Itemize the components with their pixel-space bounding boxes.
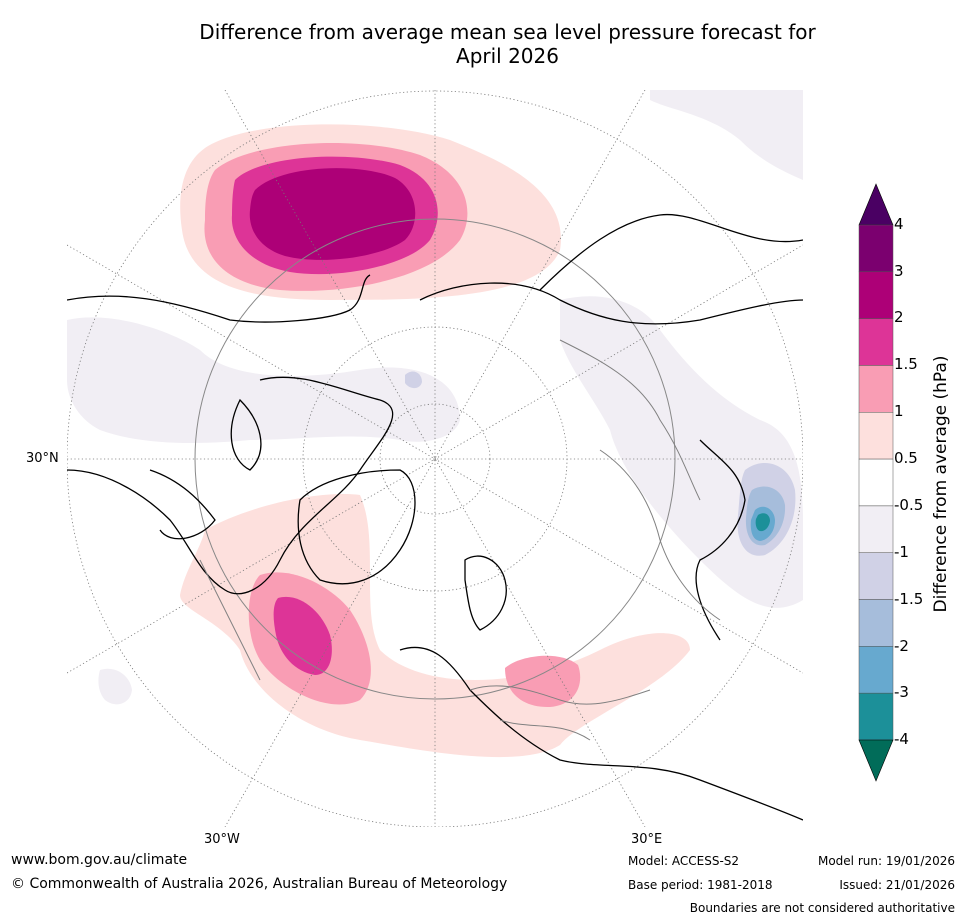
anomaly-negative-japan-3: [755, 513, 770, 532]
latitude-30n-circle: [194, 218, 676, 700]
colorbar-label: 1: [894, 402, 904, 420]
anomaly-shading: [67, 90, 803, 758]
colorbar-box: [858, 271, 894, 319]
title-line-1: Difference from average mean sea level p…: [199, 20, 816, 44]
colorbar-box: [858, 412, 894, 460]
title-line-2: April 2026: [456, 44, 559, 68]
colorbar-label: -0.5: [894, 496, 924, 514]
coast-alaska: [149, 469, 216, 540]
footer-model-run: Model run: 19/01/2026: [817, 854, 955, 868]
coast-east-asia: [695, 439, 746, 641]
footer-model: Model: ACCESS-S2: [628, 854, 740, 868]
anomaly-positive-europe: [505, 655, 581, 708]
colorbar-box: [858, 365, 894, 413]
coast-north-america: [67, 274, 371, 323]
graticule: [67, 90, 803, 827]
colorbar-label: -1.5: [894, 590, 924, 608]
border-europe-2: [499, 719, 591, 741]
lat-label-30n: 30°N: [26, 451, 59, 466]
colorbar-box: [858, 505, 894, 553]
colorbar-label: 4: [894, 215, 904, 233]
coast-greenland: [297, 469, 416, 585]
colorbar-title: Difference from average (hPa): [931, 355, 951, 613]
footer-website: www.bom.gov.au/climate: [11, 852, 188, 868]
anomaly-negative-canada: [67, 317, 460, 443]
border-asia-2: [599, 449, 721, 621]
colorbar-box: [858, 552, 894, 600]
lon-label-30e: 30°E: [631, 832, 663, 847]
colorbar-label: 3: [894, 262, 904, 280]
anomaly-positive-atlantic-2: [273, 596, 332, 675]
anomaly-positive-north-pacific-3: [249, 168, 416, 260]
colorbar: [858, 183, 894, 782]
colorbar-label: 1.5: [894, 355, 918, 373]
footer-base-period: Base period: 1981-2018: [628, 878, 773, 892]
chart-title: Difference from average mean sea level p…: [0, 20, 965, 68]
anomaly-negative-pacific-top: [650, 90, 803, 180]
footer-boundaries: Boundaries are not considered authoritat…: [689, 901, 955, 915]
colorbar-box: [858, 458, 894, 507]
colorbar-label: -1: [894, 543, 909, 561]
colorbar-box: [858, 646, 894, 694]
colorbar-boxes: [858, 224, 894, 741]
colorbar-label: 2: [894, 308, 904, 326]
colorbar-top-arrow: [858, 183, 894, 226]
colorbar-label: -2: [894, 637, 909, 655]
border-asia-1: [559, 339, 701, 501]
colorbar-box: [858, 224, 894, 273]
coast-russia-arctic: [419, 282, 803, 325]
coast-europe: [399, 646, 803, 821]
colorbar-box: [858, 692, 894, 741]
border-europe-1: [469, 685, 651, 705]
colorbar-box: [858, 599, 894, 647]
coast-hudson: [230, 398, 262, 471]
coast-scandinavia: [464, 555, 507, 631]
colorbar-label: 0.5: [894, 449, 918, 467]
anomaly-negative-aleutian: [98, 668, 132, 705]
lon-label-30w: 30°W: [204, 832, 240, 847]
anomaly-negative-arctic: [405, 371, 422, 389]
border-north-america: [199, 559, 261, 681]
footer-copyright: © Commonwealth of Australia 2026, Austra…: [11, 876, 508, 892]
anomaly-negative-asia: [560, 296, 803, 608]
coast-canada-arctic: [67, 376, 394, 595]
footer-issued: Issued: 21/01/2026: [839, 878, 955, 892]
colorbar-bottom-arrow: [858, 739, 894, 782]
colorbar-label: -3: [894, 683, 909, 701]
coastlines: [67, 213, 803, 821]
country-borders: [199, 339, 721, 741]
coast-siberia: [539, 213, 803, 291]
colorbar-label: -4: [894, 730, 909, 748]
colorbar-box: [858, 318, 894, 366]
